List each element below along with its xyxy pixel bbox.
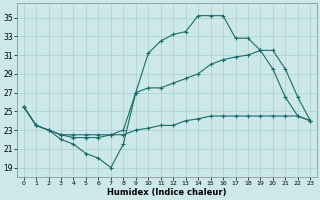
- X-axis label: Humidex (Indice chaleur): Humidex (Indice chaleur): [107, 188, 227, 197]
